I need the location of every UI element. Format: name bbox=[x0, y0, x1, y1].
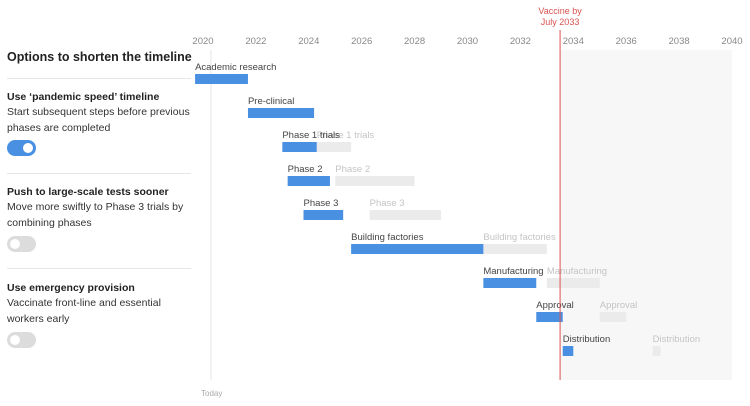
option-emergency-desc: Vaccinate front-line and essential worke… bbox=[7, 297, 161, 325]
normal-bar-label: Phase 2 bbox=[335, 164, 370, 175]
x-tick-label: 2022 bbox=[245, 36, 266, 47]
normal-bar bbox=[546, 278, 600, 288]
normal-bar-label: Distribution bbox=[653, 334, 701, 345]
x-tick-label: 2030 bbox=[457, 36, 478, 47]
normal-bar bbox=[483, 244, 547, 254]
normal-bar-label: Phase 1 trials bbox=[317, 130, 375, 141]
normal-bar-label: Manufacturing bbox=[547, 266, 607, 277]
active-bar bbox=[536, 312, 563, 322]
active-bar-label: Manufacturing bbox=[483, 266, 543, 277]
large-scale-tests-toggle[interactable] bbox=[7, 236, 36, 252]
active-bar-label: Distribution bbox=[563, 334, 611, 345]
active-bar-label: Pre-clinical bbox=[248, 96, 294, 107]
today-label: Today bbox=[201, 389, 222, 398]
active-bar-label: Phase 1 trials bbox=[282, 130, 340, 141]
active-bar bbox=[287, 176, 330, 186]
normal-bar-label: Building factories bbox=[483, 232, 556, 243]
option-pandemic-speed-title: Use ‘pandemic speed’ timeline bbox=[7, 91, 160, 103]
x-tick-label: 2020 bbox=[192, 36, 213, 47]
toggle-knob bbox=[10, 239, 20, 249]
normal-bar bbox=[652, 346, 661, 356]
active-bar-label: Building factories bbox=[351, 232, 424, 243]
normal-bar bbox=[316, 142, 352, 152]
divider bbox=[7, 268, 191, 269]
active-bar-label: Academic research bbox=[195, 62, 276, 73]
option-large-scale-desc: Move more swiftly to Phase 3 trials by c… bbox=[7, 201, 184, 229]
active-bar-label: Approval bbox=[536, 300, 574, 311]
emergency-provision-toggle[interactable] bbox=[7, 332, 36, 348]
panel-title: Options to shorten the timeline bbox=[7, 50, 192, 64]
active-bar bbox=[303, 210, 344, 220]
active-bar bbox=[282, 142, 317, 152]
vaccine-marker-label: Vaccine by bbox=[538, 6, 582, 16]
normal-bar-label: Approval bbox=[600, 300, 638, 311]
toggle-knob bbox=[10, 335, 20, 345]
normal-bar bbox=[599, 312, 627, 322]
option-emergency-title: Use emergency provision bbox=[7, 282, 135, 294]
active-bar-label: Phase 2 bbox=[288, 164, 323, 175]
future-region bbox=[560, 50, 732, 380]
option-pandemic-speed-desc: Start subsequent steps before previous p… bbox=[7, 106, 190, 134]
x-tick-label: 2034 bbox=[563, 36, 584, 47]
toggle-knob bbox=[23, 143, 33, 153]
x-tick-label: 2024 bbox=[298, 36, 319, 47]
vaccine-marker-label: July 2033 bbox=[541, 17, 580, 27]
pandemic-speed-toggle[interactable] bbox=[7, 140, 36, 156]
active-bar-label: Phase 3 bbox=[304, 198, 339, 209]
x-tick-label: 2040 bbox=[721, 36, 742, 47]
x-tick-label: 2036 bbox=[616, 36, 637, 47]
x-tick-label: 2026 bbox=[351, 36, 372, 47]
divider bbox=[7, 173, 191, 174]
active-bar bbox=[351, 244, 484, 254]
active-bar bbox=[562, 346, 574, 356]
normal-bar bbox=[335, 176, 415, 186]
x-tick-label: 2038 bbox=[669, 36, 690, 47]
active-bar bbox=[195, 74, 248, 84]
x-tick-label: 2028 bbox=[404, 36, 425, 47]
divider bbox=[7, 78, 191, 79]
normal-bar-label: Phase 3 bbox=[370, 198, 405, 209]
active-bar bbox=[247, 108, 315, 118]
normal-bar bbox=[369, 210, 442, 220]
x-tick-label: 2032 bbox=[510, 36, 531, 47]
option-large-scale-title: Push to large-scale tests sooner bbox=[7, 186, 169, 198]
active-bar bbox=[483, 278, 537, 288]
